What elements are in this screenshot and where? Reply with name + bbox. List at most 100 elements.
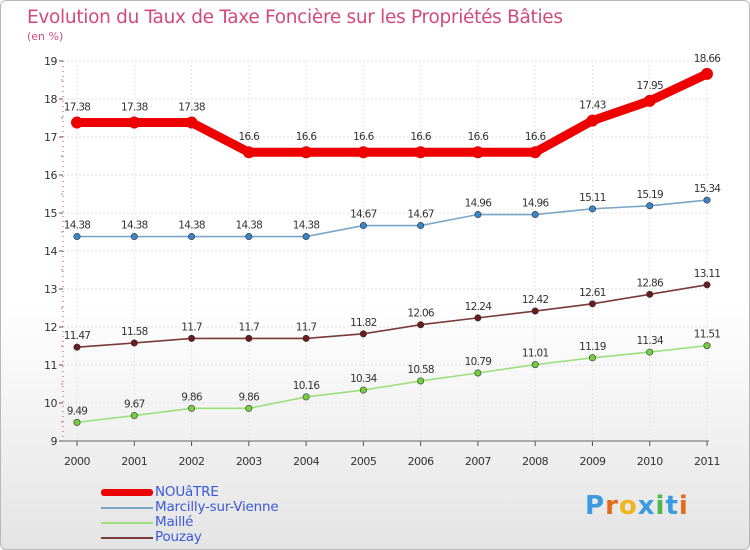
data-label: 10.58 [407, 364, 434, 376]
y-tick-label: 13 [44, 283, 57, 296]
data-point [531, 307, 539, 315]
data-point [529, 146, 542, 159]
data-label: 16.6 [525, 131, 547, 143]
data-label: 14.38 [178, 220, 205, 232]
data-label: 9.86 [181, 391, 203, 403]
data-label: 17.43 [579, 100, 606, 112]
data-label: 15.11 [579, 192, 606, 204]
logo-letter: x [637, 491, 656, 521]
data-label: 10.16 [293, 380, 321, 392]
data-point [245, 233, 253, 241]
data-point [471, 146, 484, 159]
data-label: 14.96 [465, 198, 493, 210]
data-label: 18.66 [694, 53, 722, 65]
data-label: 15.34 [694, 183, 722, 195]
data-label: 11.01 [522, 348, 549, 360]
data-point [359, 330, 367, 338]
data-point [71, 116, 83, 129]
data-point [188, 404, 196, 412]
data-point [646, 348, 654, 356]
data-point [586, 114, 599, 127]
data-label: 14.67 [407, 209, 434, 221]
data-label: 9.49 [67, 405, 88, 417]
data-point [701, 67, 713, 80]
data-label: 11.47 [64, 330, 91, 342]
data-label: 11.34 [636, 335, 664, 347]
x-tick-label: 2002 [179, 455, 205, 468]
data-label: 12.86 [636, 277, 664, 289]
series-line-1 [77, 199, 708, 238]
data-label: 11.19 [579, 341, 606, 353]
data-label: 12.06 [407, 308, 435, 320]
legend-swatch-marcilly [101, 507, 153, 509]
x-tick-label: 2005 [350, 455, 376, 468]
logo-letter: t [665, 491, 679, 521]
legend-label-marcilly: Marcilly-sur-Vienne [155, 499, 279, 515]
data-point [357, 146, 370, 159]
data-point [531, 211, 539, 219]
data-label: 11.58 [121, 326, 148, 338]
legend-label-maille: Maillé [155, 514, 194, 530]
data-point [588, 354, 596, 362]
data-label: 17.38 [121, 102, 148, 114]
series-line-2 [76, 344, 708, 424]
legend-label-pouzay: Pouzay [155, 529, 202, 545]
data-label: 12.42 [522, 294, 549, 306]
data-point [417, 321, 425, 329]
x-tick-label: 2003 [236, 455, 262, 468]
data-label: 17.95 [636, 80, 663, 92]
data-label: 10.79 [465, 356, 492, 368]
data-point [417, 222, 425, 230]
y-tick-label: 14 [44, 245, 57, 258]
data-label: 14.38 [293, 220, 320, 232]
logo-letter: i [678, 491, 689, 521]
proxiti-logo: Proxiti [585, 491, 689, 521]
data-point [703, 196, 711, 204]
data-label: 16.6 [410, 131, 432, 143]
x-tick-label: 2000 [64, 455, 90, 468]
data-label: 14.38 [236, 220, 263, 232]
data-point [130, 233, 138, 241]
data-label: 10.34 [350, 373, 378, 385]
logo-letter: i [655, 491, 666, 521]
data-point [188, 334, 196, 342]
data-label: 15.19 [636, 189, 663, 201]
data-point [474, 369, 482, 377]
data-point [302, 393, 310, 401]
data-label: 9.67 [124, 399, 145, 411]
legend-swatch-maille [101, 522, 153, 524]
data-point [73, 233, 81, 241]
logo-letter: o [618, 491, 638, 521]
series-line-0 [72, 69, 712, 157]
y-tick-label: 10 [44, 397, 57, 410]
logo-letter: P [585, 491, 606, 521]
data-point [359, 222, 367, 230]
data-point [646, 290, 654, 298]
chart-subtitle: (en %) [27, 30, 64, 43]
x-tick-label: 2009 [579, 455, 605, 468]
data-point [414, 146, 427, 159]
data-label: 11.7 [239, 321, 260, 333]
data-label: 11.82 [350, 317, 377, 329]
data-label: 14.38 [64, 220, 91, 232]
legend-label-nouatre: NOUâTRE [155, 484, 219, 500]
data-label: 12.61 [579, 287, 606, 299]
data-point [245, 404, 253, 412]
data-label: 11.7 [296, 321, 317, 333]
data-label: 13.11 [694, 268, 721, 280]
data-point [73, 418, 81, 426]
series-line-3 [76, 284, 708, 348]
x-tick-label: 2010 [637, 455, 663, 468]
y-tick-label: 18 [44, 93, 57, 106]
data-point [531, 361, 539, 369]
data-label: 14.38 [121, 220, 148, 232]
x-tick-label: 2001 [121, 455, 147, 468]
x-tick-label: 2004 [293, 455, 319, 468]
data-point [185, 116, 198, 129]
data-label: 14.67 [350, 209, 377, 221]
y-tick-label: 16 [44, 169, 57, 182]
x-tick-label: 2008 [522, 455, 548, 468]
chart-title: Evolution du Taux de Taxe Foncière sur l… [27, 7, 563, 28]
